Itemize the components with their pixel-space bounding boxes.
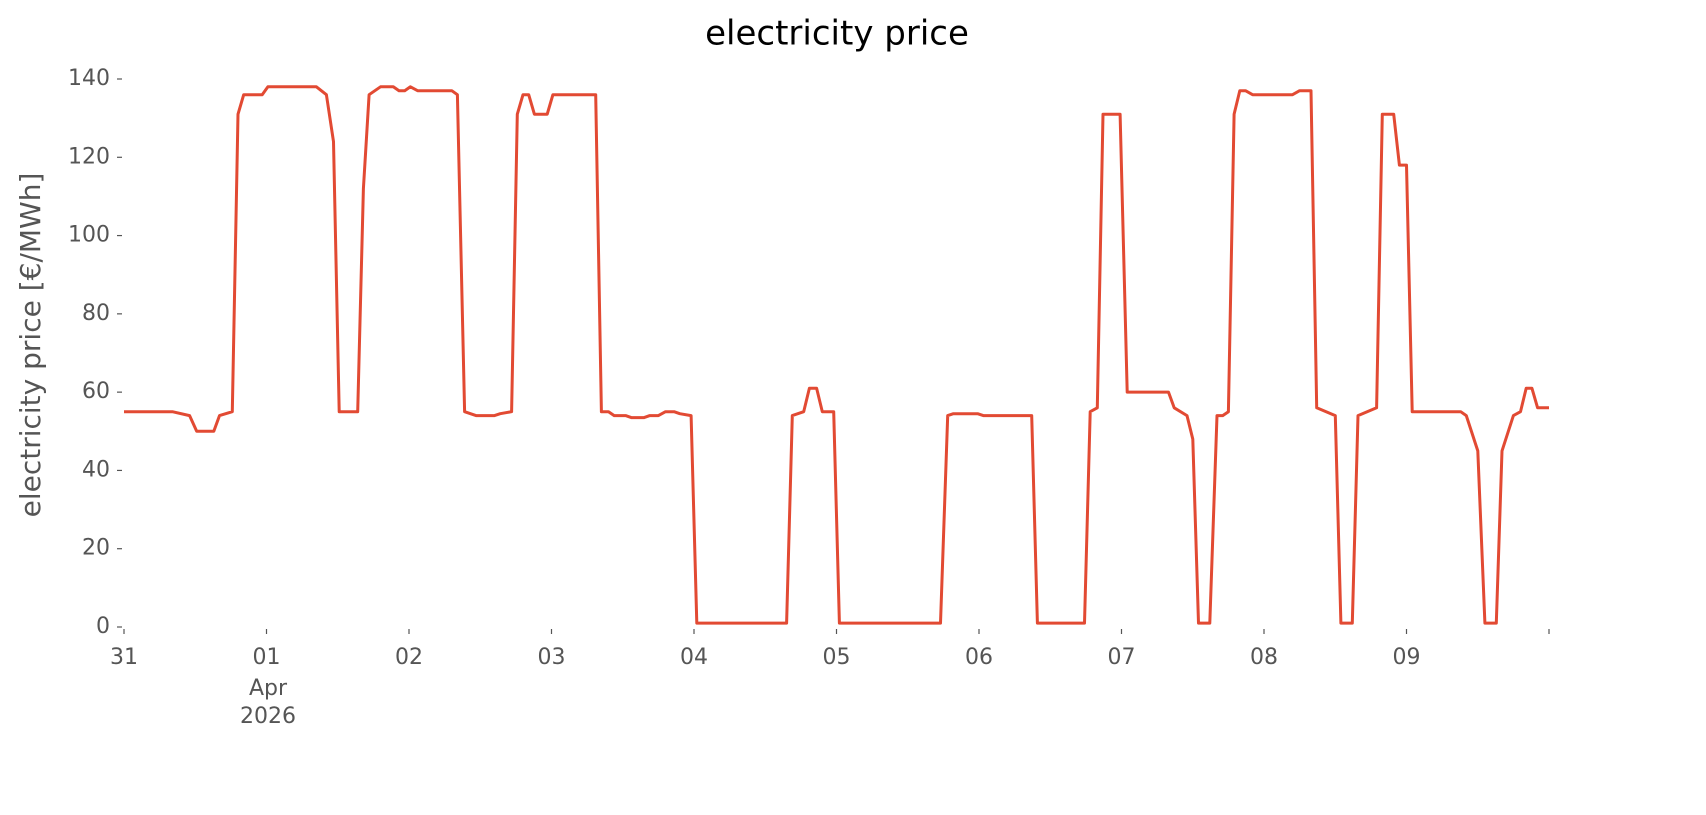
x-year-label: 2026 — [240, 704, 296, 729]
y-tick-label: 0 — [96, 614, 110, 639]
x-tick-label: 08 — [1250, 645, 1278, 670]
x-tick-label: 31 — [110, 645, 138, 670]
y-tick-label: 140 — [68, 66, 110, 91]
chart-title: electricity price — [705, 14, 969, 54]
y-tick-label: 60 — [82, 379, 110, 404]
y-tick-label: 100 — [68, 223, 110, 248]
x-tick-label: 04 — [680, 645, 708, 670]
y-tick-label: 120 — [68, 144, 110, 169]
x-tick-label: 01 — [253, 645, 281, 670]
y-tick-label: 20 — [82, 536, 110, 561]
x-month-label: Apr — [249, 676, 288, 701]
x-tick-label: 05 — [823, 645, 851, 670]
x-tick-label: 06 — [965, 645, 993, 670]
line — [124, 85, 1549, 625]
y-tick-label: 80 — [82, 301, 110, 326]
x-tick-label: 02 — [395, 645, 423, 670]
x-tick-label: 09 — [1393, 645, 1421, 670]
y-tick-label: 40 — [82, 457, 110, 482]
x-tick-label: 03 — [538, 645, 566, 670]
y-axis-label: electricity price [€/MWh] — [14, 173, 47, 518]
x-tick-label: 07 — [1108, 645, 1136, 670]
